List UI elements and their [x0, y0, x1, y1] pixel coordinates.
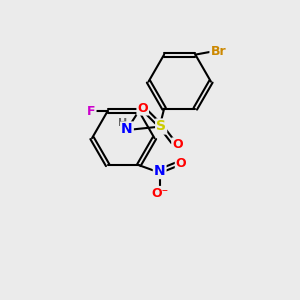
Text: O: O: [176, 157, 186, 170]
Text: Br: Br: [210, 45, 226, 58]
Text: F: F: [87, 105, 95, 118]
Text: O⁻: O⁻: [151, 187, 168, 200]
Text: O: O: [172, 138, 183, 152]
Text: O: O: [137, 102, 148, 115]
Text: N: N: [121, 122, 133, 136]
Text: H: H: [118, 118, 127, 128]
Text: S: S: [156, 119, 166, 134]
Text: N: N: [154, 164, 166, 178]
